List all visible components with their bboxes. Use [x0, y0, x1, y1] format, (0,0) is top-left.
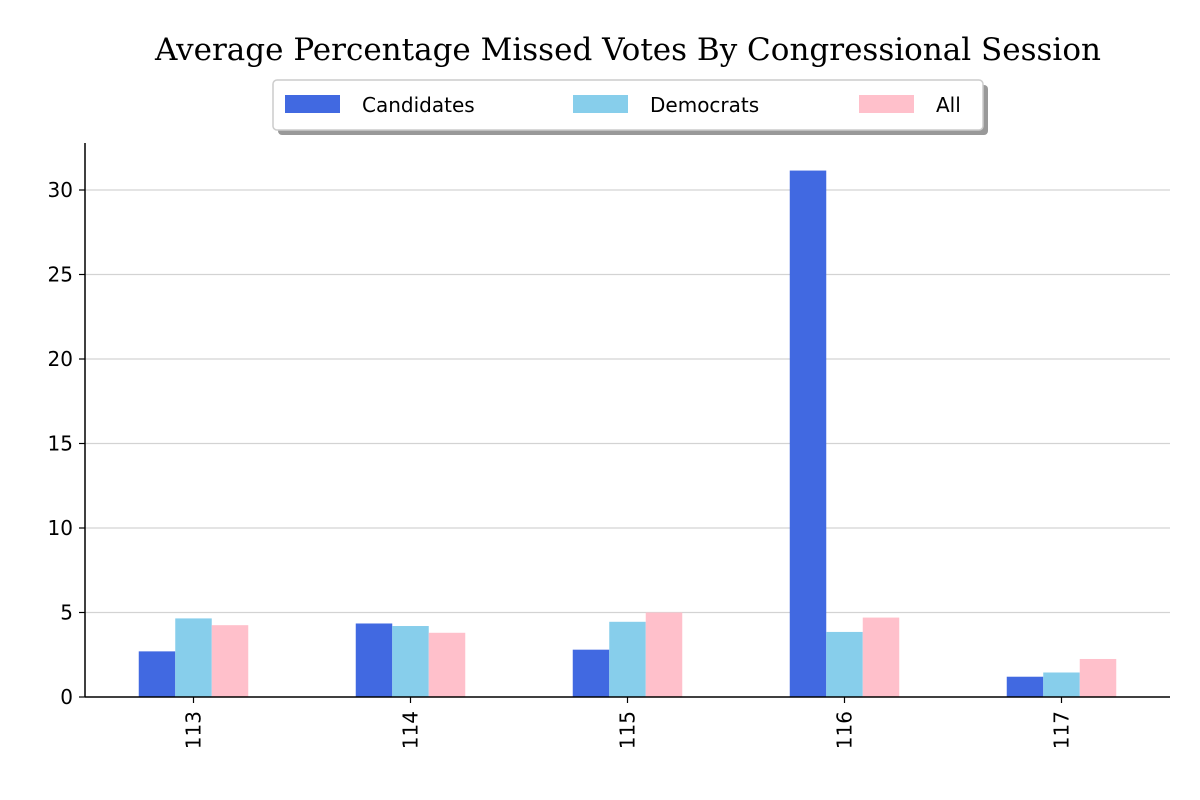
bar-democrats-115 — [609, 621, 646, 697]
legend: Candidates Democrats All — [272, 79, 988, 135]
y-ticks: 0 5 10 15 20 25 30 — [48, 178, 85, 709]
x-ticks: 113 114 115 116 117 — [182, 697, 1074, 749]
legend-swatch-candidates — [285, 95, 340, 113]
legend-swatch-democrats — [573, 95, 628, 113]
bar-candidates-114 — [355, 623, 393, 697]
bar-democrats-117 — [1043, 672, 1080, 697]
x-tick-label: 115 — [616, 711, 640, 749]
y-tick-label: 15 — [48, 432, 73, 456]
bar-democrats-113 — [175, 618, 212, 697]
legend-label-candidates: Candidates — [362, 93, 475, 117]
bar-all-113 — [211, 625, 249, 697]
legend-label-all: All — [936, 93, 961, 117]
y-tick-label: 25 — [48, 263, 73, 287]
y-tick-label: 0 — [60, 685, 73, 709]
bars — [138, 170, 1117, 697]
axes — [84, 143, 1170, 698]
x-tick-label: 113 — [182, 711, 206, 749]
x-tick-label: 116 — [833, 711, 857, 749]
bar-all-114 — [428, 632, 466, 697]
y-tick-label: 30 — [48, 178, 73, 202]
chart-title: Average Percentage Missed Votes By Congr… — [154, 32, 1101, 68]
x-tick-label: 114 — [399, 711, 423, 749]
x-tick-label: 117 — [1050, 711, 1074, 749]
bar-candidates-115 — [572, 649, 610, 697]
y-tick-label: 5 — [60, 601, 73, 625]
bar-democrats-114 — [392, 626, 429, 697]
legend-swatch-all — [859, 95, 914, 113]
gridlines — [85, 189, 1170, 614]
bar-democrats-116 — [826, 631, 863, 697]
bar-candidates-117 — [1006, 676, 1044, 697]
y-tick-label: 10 — [48, 516, 73, 540]
bar-all-116 — [862, 617, 900, 697]
y-tick-label: 20 — [48, 347, 73, 371]
bar-candidates-113 — [138, 651, 176, 697]
legend-label-democrats: Democrats — [650, 93, 759, 117]
bar-candidates-116 — [789, 170, 827, 697]
bar-all-117 — [1079, 658, 1117, 697]
bar-all-115 — [645, 612, 683, 697]
